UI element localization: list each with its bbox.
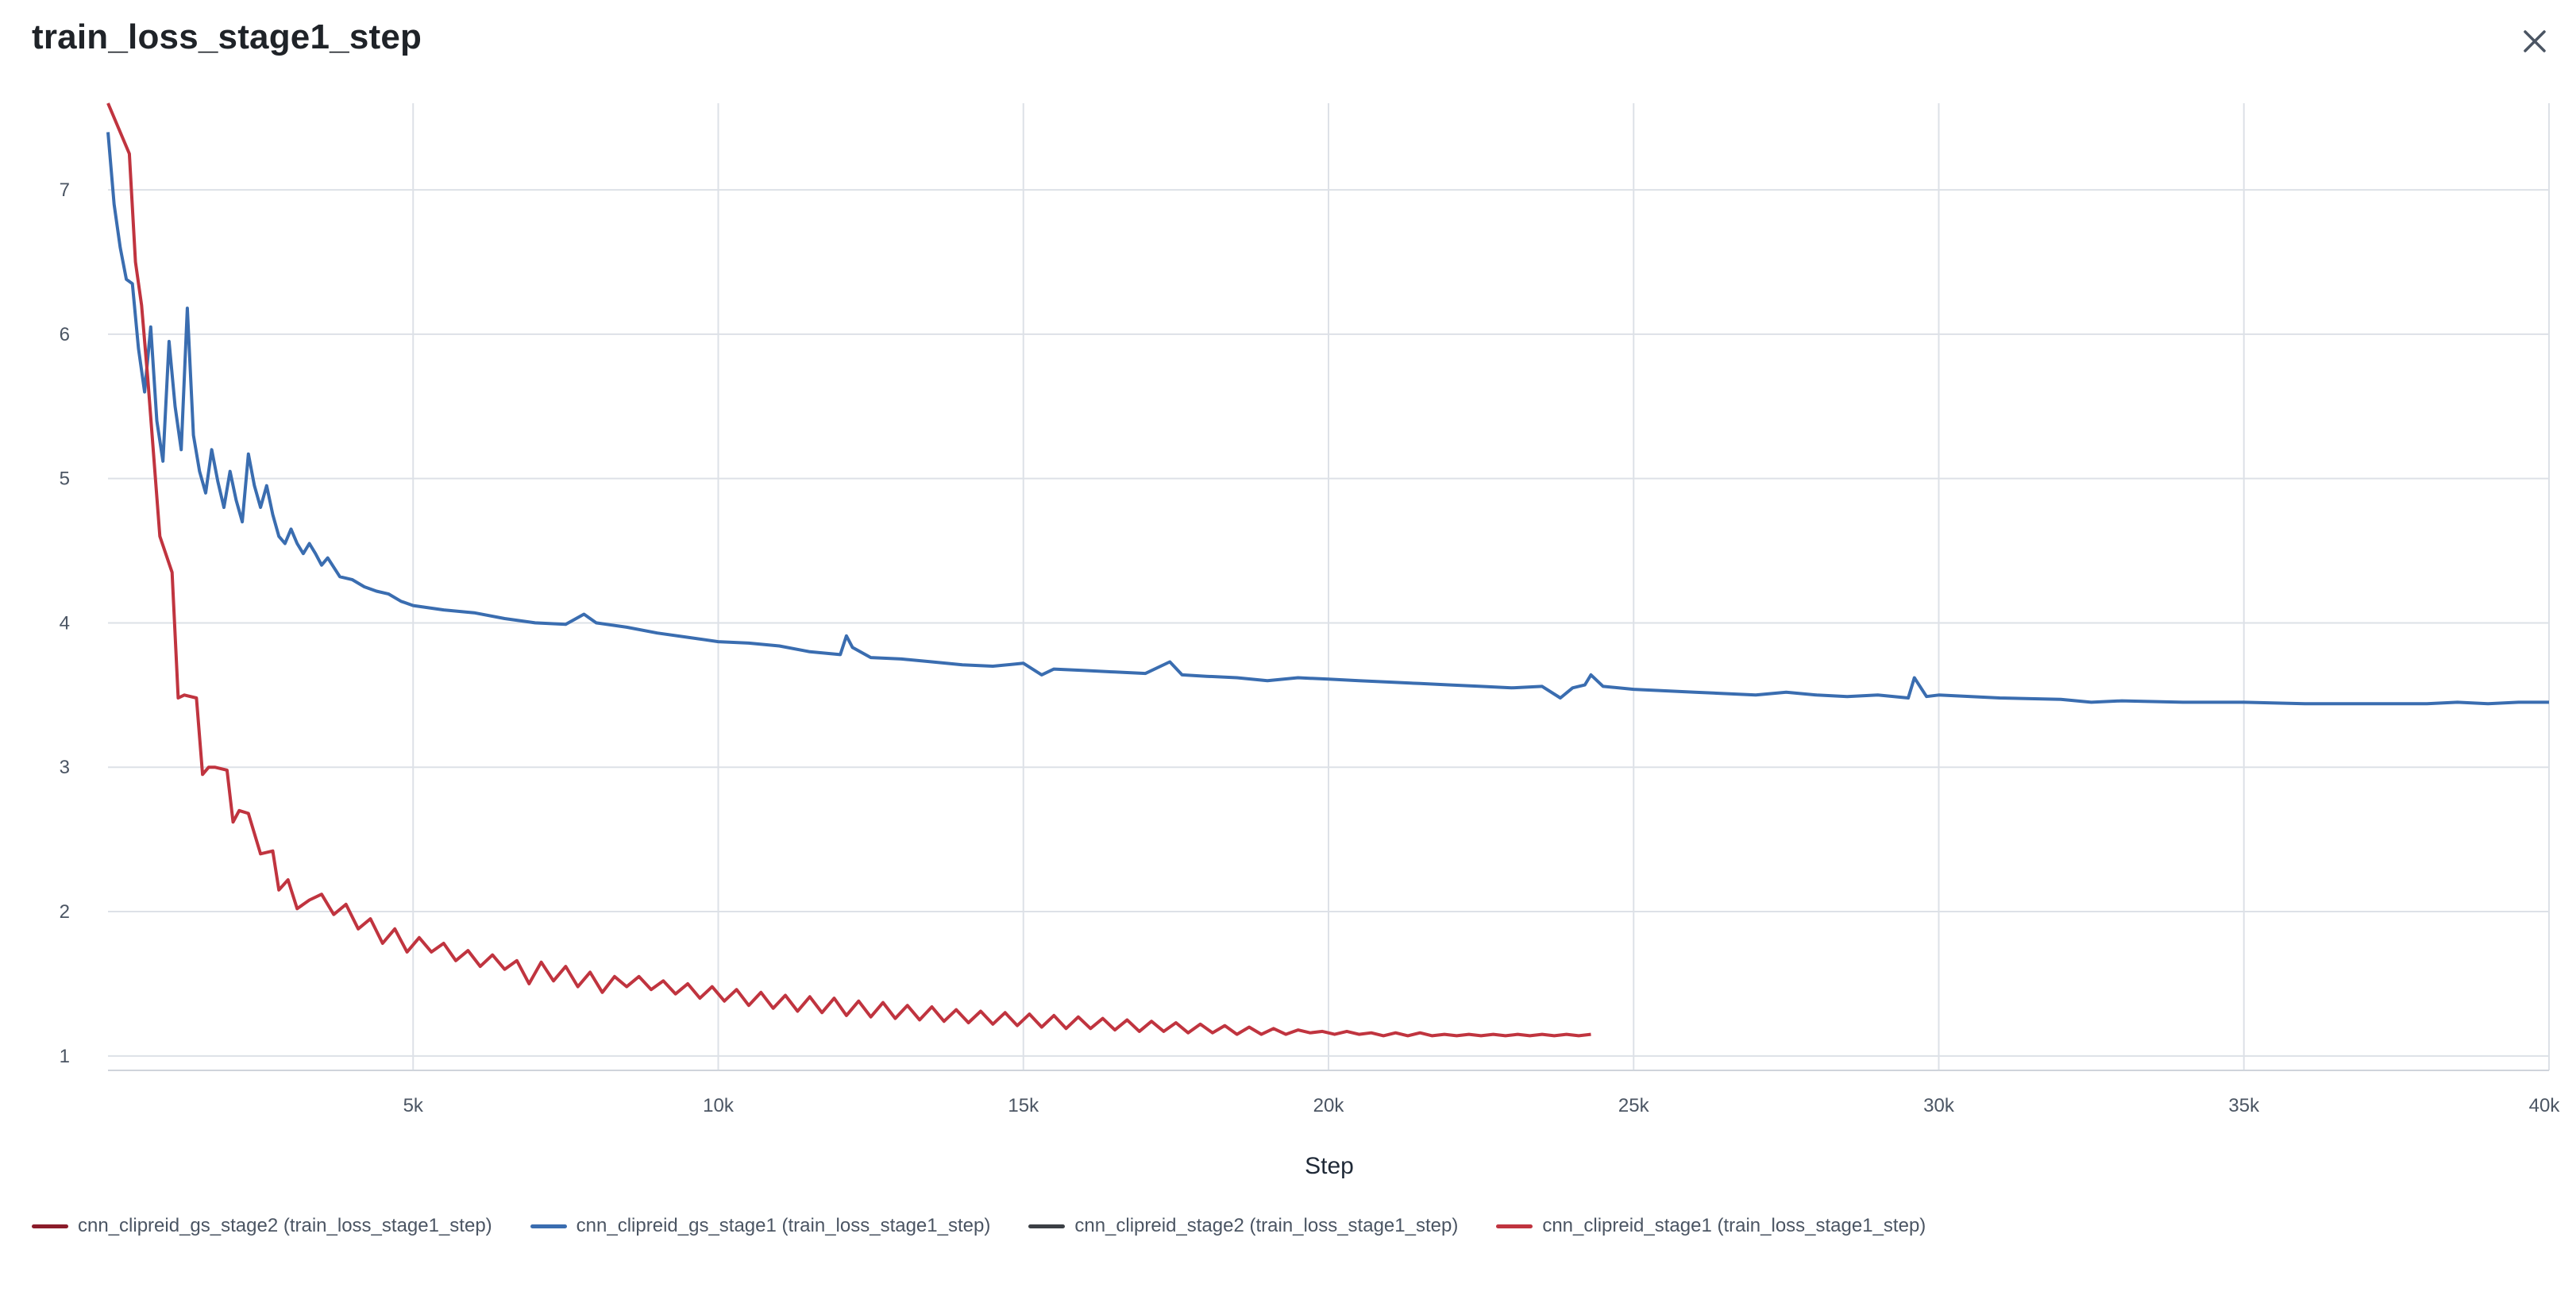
close-icon[interactable]: [2516, 22, 2554, 60]
series-line-3[interactable]: [106, 102, 1591, 1038]
y-tick-label: 3: [60, 757, 70, 778]
legend: cnn_clipreid_gs_stage2 (train_loss_stage…: [32, 1215, 1926, 1237]
loss-chart[interactable]: 1 2 3 4 5 6 7 5k 10k 15k 20k 25k 30k 35k 40k Step: [0, 0, 2576, 1191]
grid: [108, 103, 2550, 1071]
y-tick-label: 5: [60, 468, 70, 490]
y-tick-label: 2: [60, 901, 70, 923]
legend-item[interactable]: cnn_clipreid_gs_stage1 (train_loss_stage…: [530, 1215, 991, 1237]
legend-swatch: [1028, 1224, 1066, 1228]
x-tick-label: 25k: [1618, 1095, 1650, 1116]
legend-label: cnn_clipreid_gs_stage1 (train_loss_stage…: [576, 1215, 991, 1236]
legend-label: cnn_clipreid_stage1 (train_loss_stage1_s…: [1542, 1215, 1926, 1236]
x-tick-label: 30k: [1923, 1095, 1955, 1116]
legend-label: cnn_clipreid_stage2 (train_loss_stage1_s…: [1074, 1215, 1459, 1236]
y-tick-label: 6: [60, 324, 70, 345]
legend-item[interactable]: cnn_clipreid_stage1 (train_loss_stage1_s…: [1496, 1215, 1926, 1237]
series-line-1[interactable]: [106, 132, 2549, 706]
series-lines: [106, 102, 2549, 1038]
x-axis-label: Step: [1305, 1153, 1354, 1179]
legend-label: cnn_clipreid_gs_stage2 (train_loss_stage…: [78, 1215, 492, 1236]
x-tick-label: 10k: [703, 1095, 735, 1116]
y-tick-label: 1: [60, 1046, 70, 1067]
legend-swatch: [530, 1224, 567, 1228]
page-title: train_loss_stage1_step: [32, 17, 422, 56]
x-tick-label: 20k: [1313, 1095, 1345, 1116]
x-tick-label: 40k: [2529, 1095, 2561, 1116]
y-tick-label: 4: [60, 612, 70, 634]
y-axis-ticks: 1 2 3 4 5 6 7: [60, 179, 70, 1067]
x-tick-label: 15k: [1008, 1095, 1039, 1116]
y-tick-label: 7: [60, 179, 70, 201]
legend-item[interactable]: cnn_clipreid_stage2 (train_loss_stage1_s…: [1028, 1215, 1458, 1237]
legend-swatch: [1496, 1224, 1533, 1228]
x-tick-label: 35k: [2228, 1095, 2260, 1116]
x-axis-ticks: 5k 10k 15k 20k 25k 30k 35k 40k: [403, 1095, 2561, 1116]
legend-swatch: [32, 1224, 68, 1228]
x-tick-label: 5k: [403, 1095, 424, 1116]
legend-item[interactable]: cnn_clipreid_gs_stage2 (train_loss_stage…: [32, 1215, 492, 1237]
